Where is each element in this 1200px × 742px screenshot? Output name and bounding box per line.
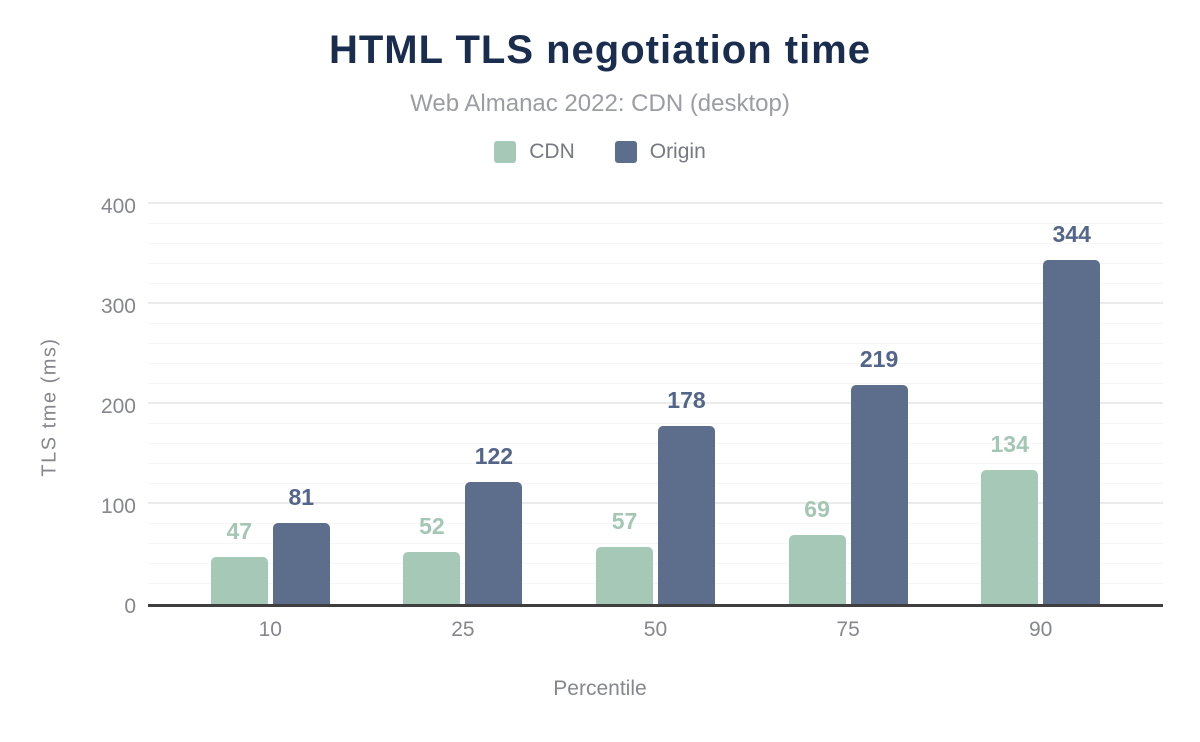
legend: CDN Origin [0, 140, 1200, 164]
minor-gridline-120 [148, 483, 1163, 484]
legend-item-cdn[interactable]: CDN [494, 140, 575, 164]
chart-title: HTML TLS negotiation time [328, 28, 871, 72]
y-tick-label-400: 400 [100, 195, 136, 218]
major-gridline-400 [148, 202, 1163, 204]
bar-group-p90: 134 344 [944, 220, 1137, 604]
data-label-cdn-p90: 134 [990, 430, 1029, 457]
y-tick-label-300: 300 [100, 295, 136, 318]
minor-gridline-20 [148, 583, 1163, 584]
chart-subtitle: Web Almanac 2022: CDN (desktop) [410, 90, 790, 117]
data-label-origin-p75: 219 [859, 345, 899, 372]
data-label-origin-p50: 178 [667, 386, 706, 413]
y-tick-label-0: 0 [124, 595, 136, 618]
legend-swatch-cdn [494, 141, 517, 163]
barwrap-origin-p90: 344 [1043, 220, 1101, 604]
x-axis-title: Percentile [553, 677, 647, 700]
minor-gridline-360 [148, 243, 1163, 244]
plot-area: 47 81 52 122 57 178 69 219 134 344 [148, 202, 1163, 607]
x-tick-label-75: 75 [836, 618, 860, 641]
bar-origin-p50[interactable] [657, 426, 715, 604]
bar-origin-p25[interactable] [465, 482, 523, 604]
x-tick-label-25: 25 [451, 618, 475, 641]
minor-gridline-280 [148, 323, 1163, 324]
data-label-origin-p25: 122 [474, 442, 514, 469]
minor-gridline-380 [148, 223, 1163, 224]
bar-group-p10: 47 81 [174, 483, 367, 604]
bar-groups: 47 81 52 122 57 178 69 219 134 344 [148, 207, 1163, 604]
minor-gridline-40 [148, 563, 1163, 564]
minor-gridline-240 [148, 363, 1163, 364]
minor-gridline-340 [148, 263, 1163, 264]
barwrap-cdn-p50: 57 [595, 507, 653, 604]
bar-cdn-p50[interactable] [595, 547, 653, 604]
y-tick-label-200: 200 [100, 395, 136, 418]
minor-gridline-140 [148, 463, 1163, 464]
legend-label-origin: Origin [649, 140, 706, 163]
legend-item-origin[interactable]: Origin [614, 140, 706, 164]
bar-cdn-p90[interactable] [981, 470, 1039, 604]
data-label-cdn-p10: 47 [226, 517, 253, 544]
minor-gridline-80 [148, 523, 1163, 524]
minor-gridline-60 [148, 543, 1163, 544]
major-gridline-100 [148, 502, 1163, 504]
barwrap-cdn-p10: 47 [210, 517, 268, 604]
x-tick-label-90: 90 [1028, 618, 1053, 641]
bar-group-p75: 69 219 [752, 345, 945, 604]
minor-gridline-180 [148, 423, 1163, 424]
bar-origin-p90[interactable] [1043, 260, 1101, 604]
data-label-origin-p90: 344 [1052, 220, 1091, 247]
barwrap-cdn-p25: 52 [403, 512, 461, 604]
x-tick-label-10: 10 [258, 618, 282, 641]
minor-gridline-220 [148, 383, 1163, 384]
bar-group-p50: 57 178 [559, 386, 752, 604]
bar-origin-p75[interactable] [850, 385, 908, 604]
data-label-cdn-p50: 57 [611, 507, 638, 534]
legend-swatch-origin [614, 141, 637, 163]
bar-cdn-p75[interactable] [788, 535, 846, 604]
x-tick-label-50: 50 [643, 618, 668, 641]
minor-gridline-160 [148, 443, 1163, 444]
barwrap-cdn-p75: 69 [788, 495, 846, 604]
barwrap-origin-p10: 81 [272, 483, 330, 604]
minor-gridline-260 [148, 343, 1163, 344]
bar-group-p25: 52 122 [367, 442, 560, 604]
barwrap-cdn-p90: 134 [981, 430, 1039, 604]
legend-label-cdn: CDN [529, 140, 575, 163]
data-label-cdn-p75: 69 [804, 495, 830, 522]
bar-origin-p10[interactable] [272, 523, 330, 604]
major-gridline-200 [148, 402, 1163, 404]
bar-cdn-p10[interactable] [210, 557, 268, 604]
bar-cdn-p25[interactable] [403, 552, 461, 604]
x-axis-ticks: 10 25 50 75 90 [148, 618, 1163, 642]
minor-gridline-320 [148, 283, 1163, 284]
data-label-cdn-p25: 52 [419, 512, 445, 539]
y-axis-ticks: 0 100 200 300 400 [0, 195, 136, 618]
y-tick-label-100: 100 [100, 495, 136, 518]
major-gridline-300 [148, 302, 1163, 304]
data-label-origin-p10: 81 [288, 483, 315, 510]
barwrap-origin-p75: 219 [850, 345, 908, 604]
barwrap-origin-p50: 178 [657, 386, 715, 604]
barwrap-origin-p25: 122 [465, 442, 523, 604]
